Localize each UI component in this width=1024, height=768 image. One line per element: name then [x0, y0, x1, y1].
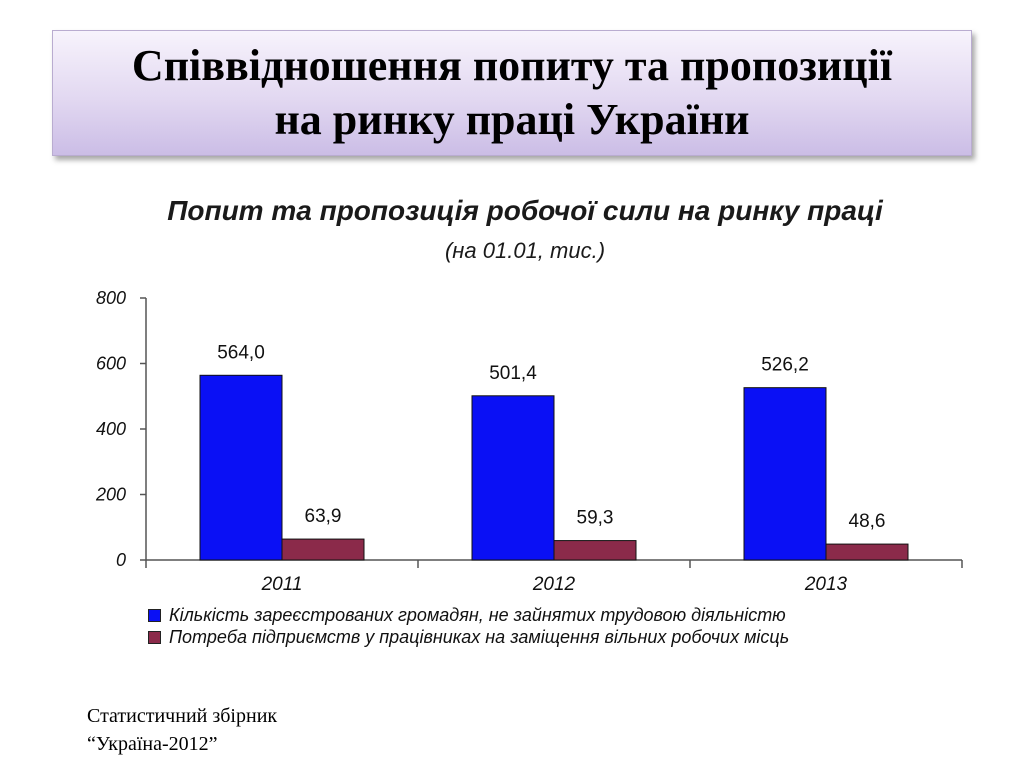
data-label: 564,0: [217, 342, 265, 363]
slide-title-box: Співвідношення попиту та пропозиції на р…: [52, 30, 972, 156]
legend-swatch-series1: [148, 608, 161, 622]
chart-title: Попит та пропозиція робочої сили на ринк…: [167, 195, 883, 226]
bar-1: [471, 395, 555, 561]
x-tick-label: 2011: [261, 574, 303, 595]
legend-item-series2: Потреба підприємств у працівниках на зам…: [148, 626, 789, 648]
legend-label-series2: Потреба підприємств у працівниках на зам…: [169, 626, 790, 647]
y-tick-label: 600: [96, 354, 126, 374]
y-tick-label: 800: [96, 288, 126, 308]
chart-legend: Кількість зареєстрованих громадян, не за…: [148, 604, 789, 648]
legend-swatch-series2: [148, 630, 161, 644]
data-label: 526,2: [761, 355, 809, 376]
bar-2: [553, 540, 637, 561]
slide-title: Співвідношення попиту та пропозиції на р…: [132, 39, 892, 147]
bar-2: [825, 543, 909, 561]
x-tick-label: 2012: [532, 574, 576, 595]
bar-1: [743, 387, 827, 561]
y-tick-label: 200: [95, 485, 126, 505]
bar-chart: 0 200 400 600 800 2011 564,0 63,9 2012 501,4 59,3 2…: [95, 288, 963, 595]
source-line1: Статистичний збірник: [87, 705, 278, 727]
data-label: 63,9: [305, 506, 342, 527]
data-label: 48,6: [849, 511, 886, 532]
bar-1: [199, 374, 283, 561]
y-tick-label: 0: [116, 550, 126, 570]
chart-subtitle: (на 01.01, тис.): [444, 238, 606, 263]
bar-2: [281, 538, 365, 561]
source-note: Статистичний збірник “Україна-2012”: [87, 702, 277, 758]
data-label: 59,3: [577, 508, 614, 529]
y-tick-label: 400: [96, 419, 126, 439]
x-tick-label: 2013: [804, 574, 848, 595]
slide-title-line2: на ринку праці України: [274, 95, 750, 144]
legend-item-series1: Кількість зареєстрованих громадян, не за…: [148, 604, 789, 626]
legend-label-series1: Кількість зареєстрованих громадян, не за…: [169, 604, 786, 625]
slide-title-line1: Співвідношення попиту та пропозиції: [131, 41, 893, 90]
source-line2: “Україна-2012”: [87, 733, 218, 755]
data-label: 501,4: [489, 363, 537, 384]
